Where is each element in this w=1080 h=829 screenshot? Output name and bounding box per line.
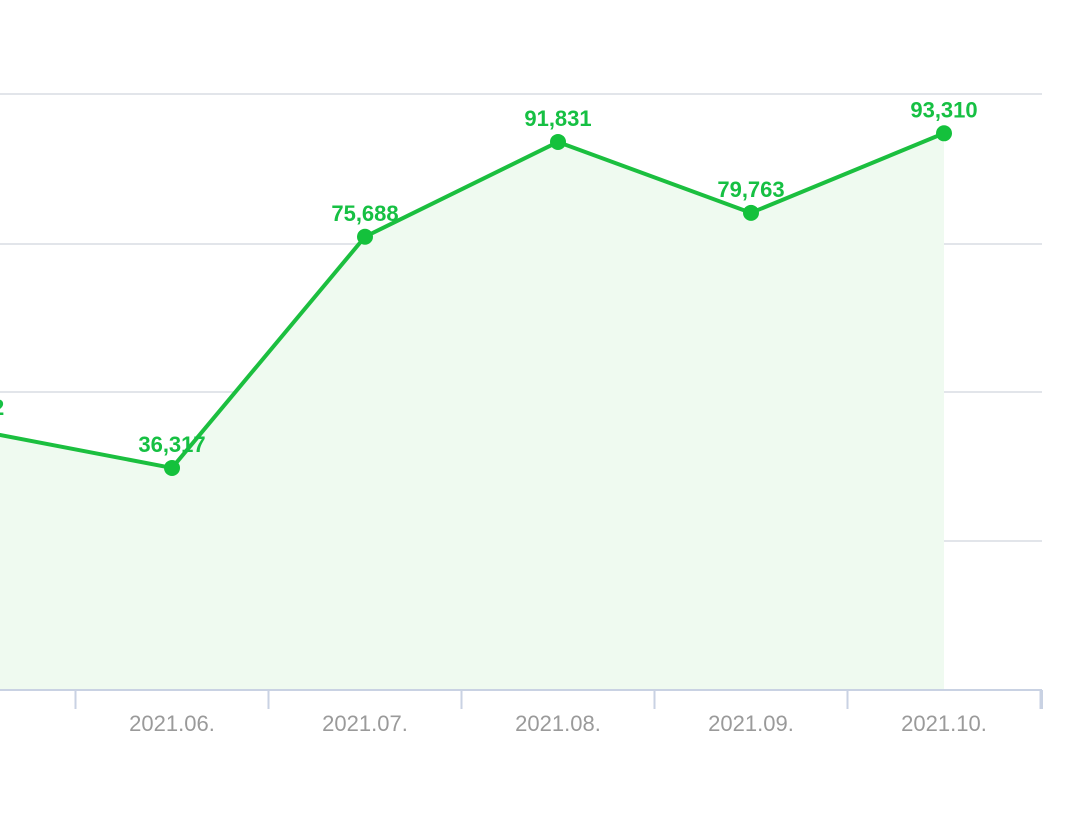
data-label: 02 [0, 395, 4, 420]
x-tick-label: 2021.07. [322, 711, 408, 736]
data-labels: 02 36,317 75,688 91,831 79,763 93,310 [0, 97, 978, 457]
x-tick-label: 2021.09. [708, 711, 794, 736]
x-tick-label: 2021.08. [515, 711, 601, 736]
series-area [0, 133, 944, 691]
data-label: 75,688 [331, 201, 398, 226]
x-axis: 05.2021.06.2021.07.2021.08.2021.09.2021.… [0, 689, 1043, 736]
data-point[interactable] [357, 228, 373, 245]
x-tick-label: 2021.06. [129, 711, 215, 736]
data-point[interactable] [936, 125, 952, 142]
area-fill-layer [0, 133, 944, 691]
data-point[interactable] [743, 204, 759, 221]
series-line-layer [0, 131, 946, 470]
data-label: 79,763 [717, 177, 784, 202]
data-point[interactable] [550, 133, 566, 150]
data-label: 93,310 [910, 97, 977, 122]
data-label: 91,831 [524, 106, 591, 131]
x-tick-label: 2021.10. [901, 711, 987, 736]
data-point[interactable] [164, 459, 180, 476]
data-label: 36,317 [138, 432, 205, 457]
series-line [0, 131, 946, 470]
data-points [164, 125, 952, 476]
